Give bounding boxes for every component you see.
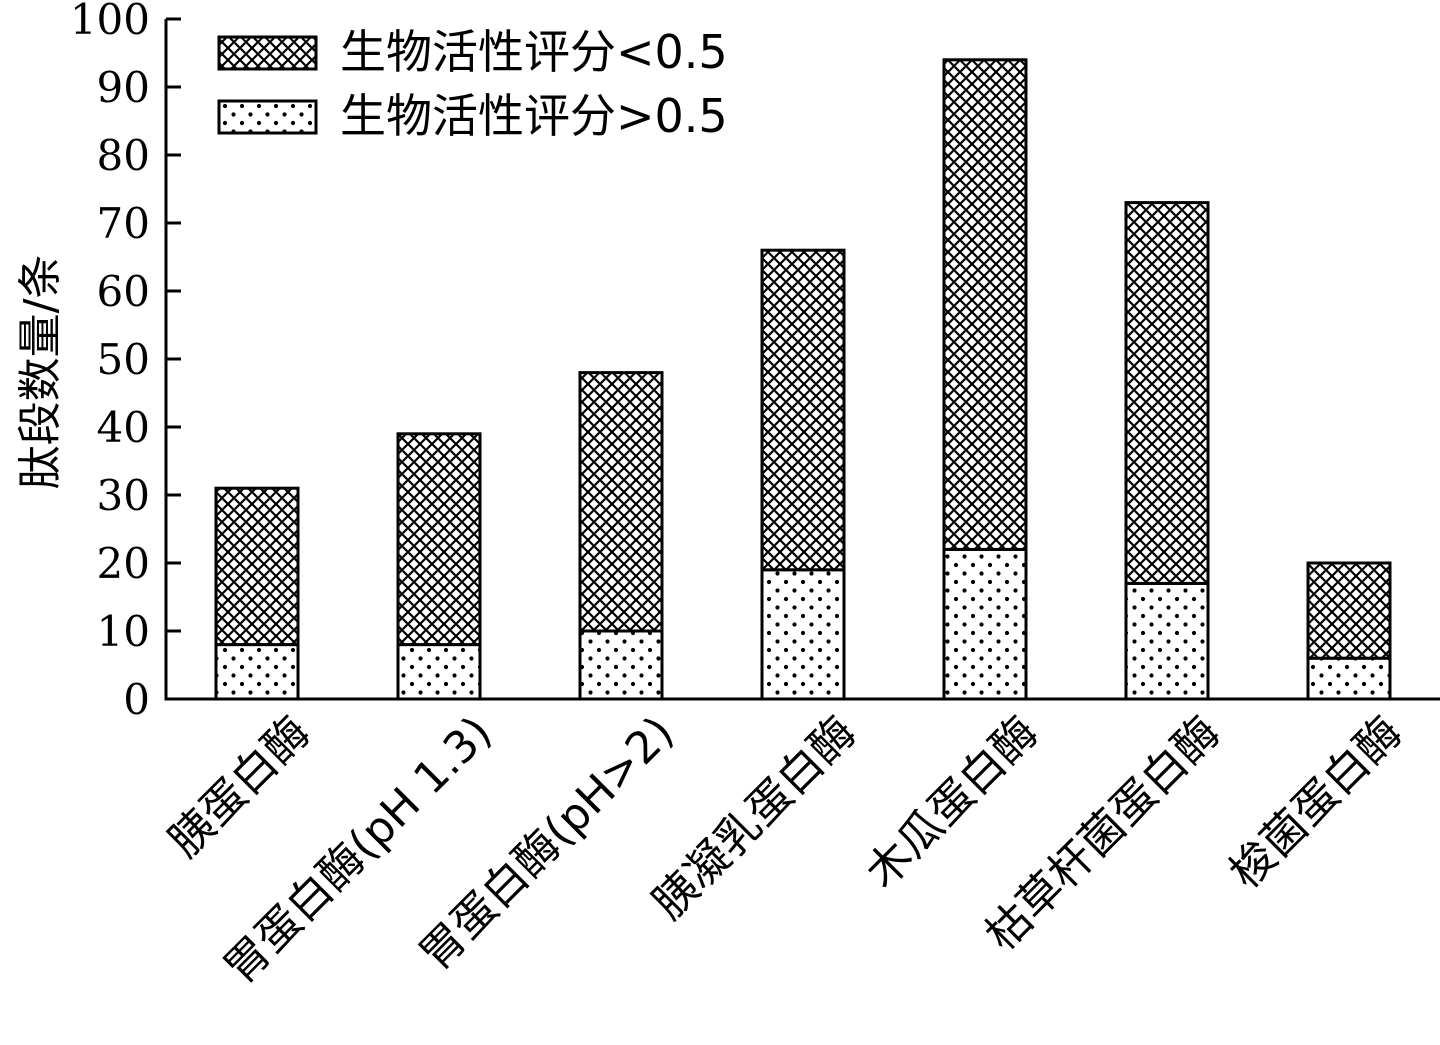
legend-swatch-crosshatch — [217, 35, 318, 71]
bar-segment-2-crosshatch — [396, 432, 482, 647]
bar-segment-6-dots — [1124, 581, 1210, 701]
legend-swatch-dots — [217, 99, 318, 135]
y-tick-label: 10 — [97, 607, 150, 656]
x-category-label: 胰蛋白酶 — [159, 707, 320, 868]
bar-segment-2-dots — [396, 643, 482, 701]
y-tick-label: 80 — [97, 131, 150, 180]
x-category-label: 梭菌蛋白酶 — [1220, 707, 1412, 899]
bar-segment-6-crosshatch — [1124, 201, 1210, 585]
y-tick-label: 20 — [97, 539, 150, 588]
y-tick-label: 0 — [123, 675, 150, 724]
bar-segment-3-dots — [578, 629, 664, 701]
legend: 生物活性评分<0.5 生物活性评分>0.5 — [217, 25, 728, 143]
y-tick-label: 30 — [97, 471, 150, 520]
bar-segment-1-crosshatch — [214, 486, 300, 647]
y-axis-title: 肽段数量/条 — [15, 255, 66, 490]
bar-segment-4-crosshatch — [760, 248, 846, 572]
bar-segment-7-crosshatch — [1306, 561, 1392, 660]
y-tick-label: 50 — [97, 335, 150, 384]
y-tick-label: 70 — [97, 199, 150, 248]
bar-segment-4-dots — [760, 568, 846, 701]
bar-segment-7-dots — [1306, 656, 1392, 701]
y-tick-label: 100 — [70, 0, 150, 44]
x-category-label: 木瓜蛋白酶 — [856, 707, 1048, 899]
y-tick-label: 40 — [97, 403, 150, 452]
bar-segment-5-crosshatch — [942, 58, 1028, 551]
bar-segment-3-crosshatch — [578, 371, 664, 633]
legend-label: 生物活性评分>0.5 — [340, 89, 728, 143]
y-tick-label: 90 — [97, 63, 150, 112]
y-tick-label: 60 — [97, 267, 150, 316]
bars-layer — [214, 58, 1392, 701]
y-ticks-layer: 0 10 20 30 40 50 60 70 80 90 100 — [70, 0, 181, 724]
bar-segment-5-dots — [942, 547, 1028, 701]
legend-label: 生物活性评分<0.5 — [340, 25, 728, 79]
bar-segment-1-dots — [214, 643, 300, 701]
